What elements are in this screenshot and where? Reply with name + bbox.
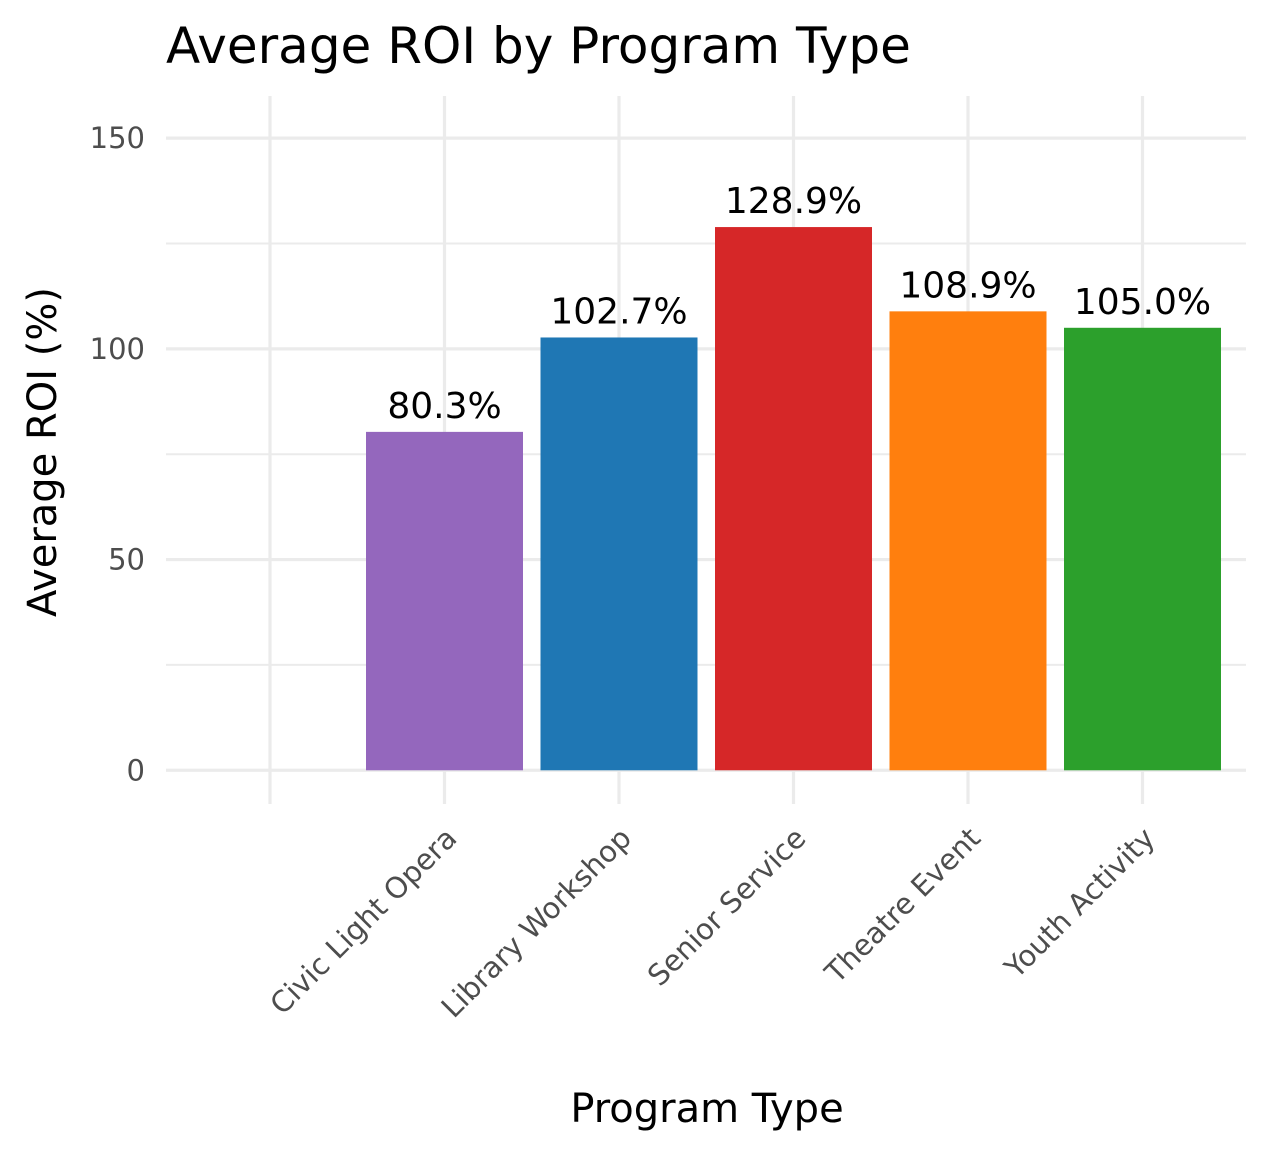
bar [366, 431, 523, 771]
bar [889, 311, 1047, 771]
bar [540, 337, 698, 771]
y-axis-title: Average ROI (%) [20, 287, 66, 617]
bar-value-label: 128.9% [725, 181, 862, 222]
y-tick-label: 100 [90, 332, 145, 366]
x-tick-label: Civic Light Opera [263, 821, 463, 1021]
bar-value-label: 108.9% [899, 265, 1036, 306]
bar-value-label: 105.0% [1074, 282, 1211, 323]
value-labels: 80.3% 102.7% 128.9% 108.9% 105.0% [387, 181, 1211, 427]
x-tick-label: Youth Activity [997, 821, 1161, 985]
y-tick-label: 0 [127, 753, 145, 787]
x-tick-label: Theatre Event [818, 821, 987, 990]
bar [1064, 327, 1221, 771]
chart-title: Average ROI by Program Type [166, 17, 911, 75]
x-tick-label: Library Workshop [435, 821, 638, 1024]
bars [366, 227, 1221, 771]
bar [715, 227, 872, 771]
y-tick-label: 150 [90, 121, 145, 155]
x-tick-label: Senior Service [641, 821, 813, 993]
x-axis-title: Program Type [570, 1086, 843, 1132]
bar-value-label: 80.3% [387, 386, 501, 427]
y-axis-ticks: 0 50 100 150 [90, 121, 145, 787]
bar-value-label: 102.7% [550, 291, 687, 332]
y-tick-label: 50 [108, 543, 145, 577]
